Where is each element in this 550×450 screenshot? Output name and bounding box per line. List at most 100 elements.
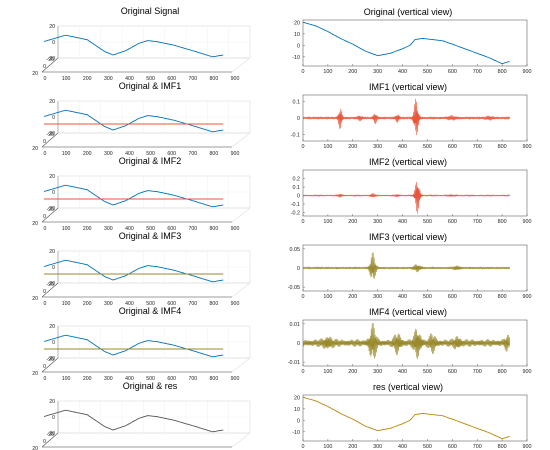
- subplot-4: IMF1 (vertical view) 0 100 200 300 400 500 600 7…: [291, 82, 532, 150]
- x-tick-label: 400: [125, 76, 134, 82]
- x-tick-label: 700: [473, 294, 482, 300]
- subplot-2: Original (vertical view)0 100 200 300 400 500…: [292, 7, 531, 75]
- x-tick-label: 800: [210, 151, 219, 157]
- x-tick-label: 900: [523, 69, 532, 75]
- x-tick-label: 700: [188, 226, 197, 232]
- axes-floor: [41, 432, 251, 448]
- y-axis-line: [41, 132, 59, 148]
- x-tick-label: 800: [498, 144, 507, 150]
- x-tick-label: 500: [146, 376, 155, 382]
- z-tick-label: 0: [52, 265, 55, 271]
- x-tick-label: 200: [348, 144, 357, 150]
- z-tick-label: 20: [49, 324, 55, 330]
- x-tick-label: 100: [323, 444, 332, 450]
- subplot-title: Original (vertical view): [364, 7, 453, 17]
- x-tick-label: 600: [167, 151, 176, 157]
- x-tick-label: 700: [188, 376, 197, 382]
- x-tick-label: 600: [167, 226, 176, 232]
- x-tick-label: 400: [398, 294, 407, 300]
- y-tick-label: 20: [294, 20, 300, 26]
- y-tick-label: 0: [297, 266, 300, 272]
- x-tick-label: 700: [188, 151, 197, 157]
- subplot-11: Original & res01002003004005006007008009…: [32, 381, 251, 450]
- y-axis-line: [41, 432, 59, 448]
- x-tick-label: 300: [104, 376, 113, 382]
- x-tick-label: 300: [373, 294, 382, 300]
- x-tick-label: 300: [104, 226, 113, 232]
- x-tick-label: 0: [302, 444, 305, 450]
- x-tick-label: 0: [44, 226, 47, 232]
- x-tick-label: 100: [62, 376, 71, 382]
- x-tick-label: 500: [146, 226, 155, 232]
- axes-floor: [41, 132, 251, 148]
- subplot-title: IMF2 (vertical view): [369, 157, 447, 167]
- x-tick-label: 700: [473, 369, 482, 375]
- y-tick-label: 0.2: [293, 177, 301, 183]
- x-tick-label: 400: [398, 144, 407, 150]
- x-tick-label: 700: [188, 76, 197, 82]
- plot-area: [302, 19, 528, 67]
- z-tick-label: -20: [48, 356, 56, 362]
- x-tick-label: 0: [302, 369, 305, 375]
- x-tick-label: 200: [348, 69, 357, 75]
- y-tick-label: 20: [294, 395, 300, 401]
- y-tick-label: 20: [32, 296, 38, 302]
- y-tick-label: 20: [32, 221, 38, 227]
- y-tick-label: 0: [297, 341, 300, 347]
- x-tick-label: 500: [423, 69, 432, 75]
- x-tick-label: 900: [231, 301, 240, 307]
- x-tick-label: 600: [167, 76, 176, 82]
- x-tick-label: 600: [448, 69, 457, 75]
- y-tick-label: -20: [47, 132, 55, 138]
- x-tick-label: 0: [302, 69, 305, 75]
- x-tick-label: 900: [231, 226, 240, 232]
- x-tick-label: 600: [448, 294, 457, 300]
- imf-line: [303, 98, 510, 136]
- y-tick-label: -20: [47, 357, 55, 363]
- z-tick-label: 0: [52, 415, 55, 421]
- z-tick-label: -20: [48, 56, 56, 62]
- x-tick-label: 400: [398, 69, 407, 75]
- y-tick-label: -10: [292, 55, 300, 61]
- x-tick-label: 700: [188, 301, 197, 307]
- y-tick-label: -10: [292, 430, 300, 436]
- y-tick-label: 0: [43, 439, 46, 445]
- z-tick-label: 0: [52, 115, 55, 121]
- x-tick-label: 100: [323, 69, 332, 75]
- x-tick-label: 200: [348, 294, 357, 300]
- x-tick-label: 100: [62, 76, 71, 82]
- y-tick-label: 20: [32, 71, 38, 77]
- axes-floor: [41, 207, 251, 223]
- z-tick-label: -20: [48, 431, 56, 437]
- y-tick-label: 0: [297, 43, 300, 49]
- y-tick-label: 0: [43, 139, 46, 145]
- x-tick-label: 900: [523, 144, 532, 150]
- x-tick-label: 200: [348, 219, 357, 225]
- z-tick-label: -20: [48, 206, 56, 212]
- x-tick-label: 400: [125, 301, 134, 307]
- x-tick-label: 0: [44, 76, 47, 82]
- x-tick-label: 0: [44, 301, 47, 307]
- axes-floor: [41, 57, 251, 73]
- x-tick-label: 500: [146, 151, 155, 157]
- y-tick-label: 0: [297, 194, 300, 200]
- series-line: [43, 409, 224, 433]
- x-tick-label: 800: [210, 301, 219, 307]
- x-tick-label: 900: [523, 369, 532, 375]
- z-tick-label: 20: [49, 24, 55, 30]
- y-tick-label: -0.2: [291, 211, 300, 217]
- axes-floor: [41, 357, 251, 373]
- x-tick-label: 0: [302, 144, 305, 150]
- y-tick-label: 0: [43, 364, 46, 370]
- series-line: [302, 396, 510, 440]
- x-tick-label: 800: [498, 219, 507, 225]
- y-tick-label: 0: [43, 64, 46, 70]
- z-tick-label: 0: [52, 40, 55, 46]
- imf-line: [302, 252, 510, 279]
- x-tick-label: 600: [167, 301, 176, 307]
- subplot-title: Original Signal: [121, 6, 180, 16]
- x-tick-label: 800: [210, 76, 219, 82]
- x-tick-label: 500: [423, 294, 432, 300]
- x-tick-label: 800: [498, 294, 507, 300]
